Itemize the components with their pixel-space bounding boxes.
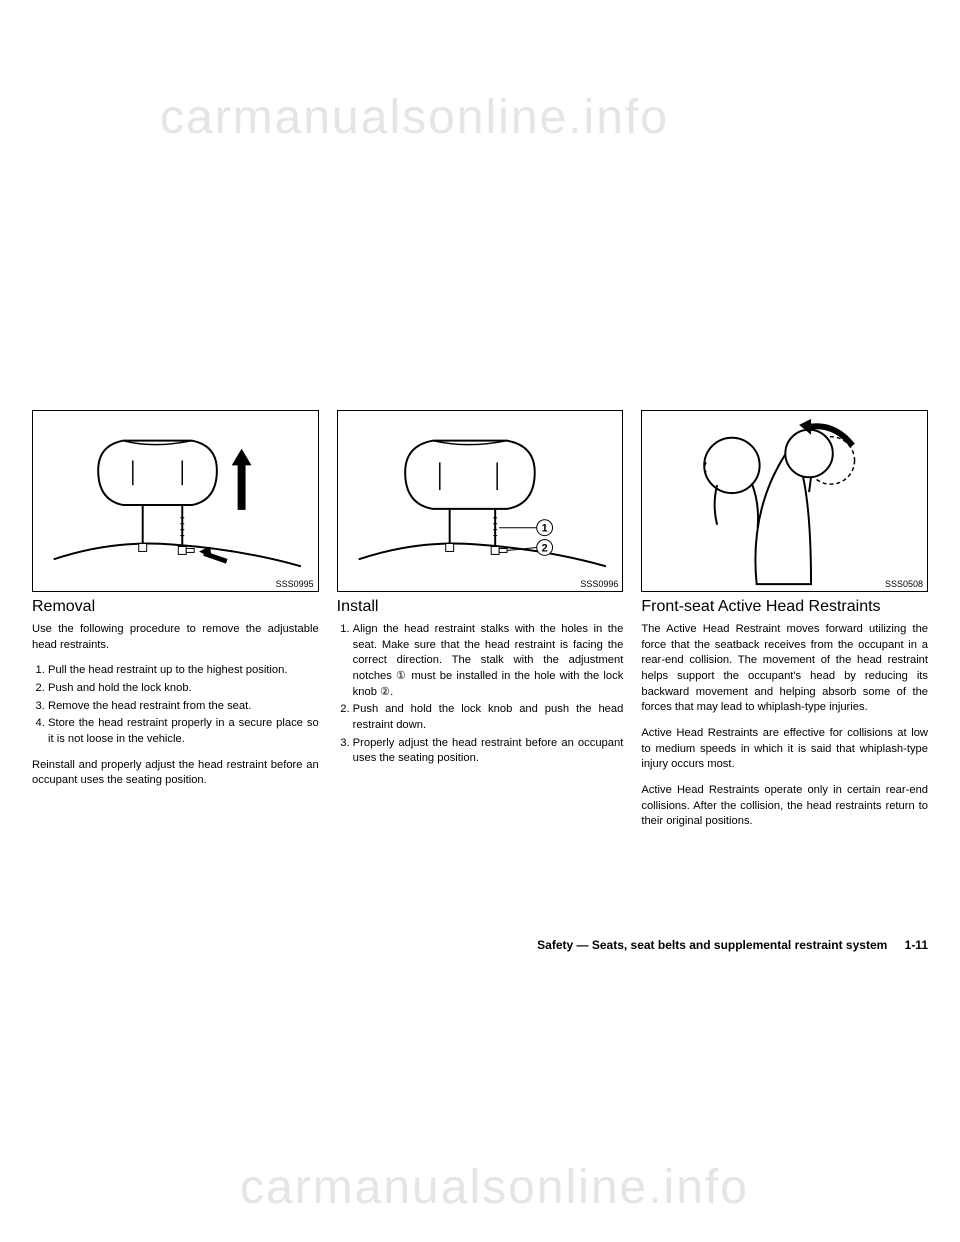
footer-section: Safety — Seats, seat belts and supplemen…	[537, 938, 887, 952]
active-para-3: Active Head Restraints operate only in c…	[641, 783, 928, 830]
column-container: SSS0995 Removal Use the following proced…	[32, 410, 928, 840]
install-steps: Align the head restraint stalks with the…	[337, 622, 624, 767]
figure-active: SSS0508	[641, 410, 928, 592]
watermark-bottom: carmanualsonline.info	[240, 1160, 749, 1215]
callout-2: 2	[541, 542, 547, 554]
active-para-1: The Active Head Restraint moves forward …	[641, 622, 928, 716]
removal-step: Push and hold the lock knob.	[48, 681, 319, 697]
removal-step: Store the head restraint properly in a s…	[48, 716, 319, 747]
column-install: 1 2 SSS0996 Install Align the head restr…	[337, 410, 624, 840]
heading-active: Front-seat Active Head Restraints	[641, 598, 928, 616]
removal-outro: Reinstall and properly adjust the head r…	[32, 758, 319, 789]
install-step: Push and hold the lock knob and push the…	[353, 702, 624, 733]
removal-intro: Use the following procedure to remove th…	[32, 622, 319, 653]
figure-install: 1 2 SSS0996	[337, 410, 624, 592]
removal-step: Pull the head restraint up to the highes…	[48, 663, 319, 679]
callout-1: 1	[541, 523, 547, 535]
install-step: Properly adjust the head restraint befor…	[353, 736, 624, 767]
active-para-2: Active Head Restraints are effective for…	[641, 726, 928, 773]
page-footer: Safety — Seats, seat belts and supplemen…	[537, 938, 928, 952]
page-content: SSS0995 Removal Use the following proced…	[32, 410, 928, 840]
heading-removal: Removal	[32, 598, 319, 616]
removal-step: Remove the head restraint from the seat.	[48, 699, 319, 715]
figure-removal: SSS0995	[32, 410, 319, 592]
removal-steps: Pull the head restraint up to the highes…	[32, 663, 319, 747]
column-active: SSS0508 Front-seat Active Head Restraint…	[641, 410, 928, 840]
figure-active-svg	[642, 411, 927, 591]
watermark-top: carmanualsonline.info	[160, 90, 669, 145]
figure-removal-label: SSS0995	[276, 579, 314, 589]
heading-install: Install	[337, 598, 624, 616]
figure-install-svg: 1 2	[338, 411, 623, 591]
install-step: Align the head restraint stalks with the…	[353, 622, 624, 700]
footer-page-number: 1-11	[905, 938, 928, 952]
column-removal: SSS0995 Removal Use the following proced…	[32, 410, 319, 840]
figure-install-label: SSS0996	[580, 579, 618, 589]
figure-removal-svg	[33, 411, 318, 591]
figure-active-label: SSS0508	[885, 579, 923, 589]
